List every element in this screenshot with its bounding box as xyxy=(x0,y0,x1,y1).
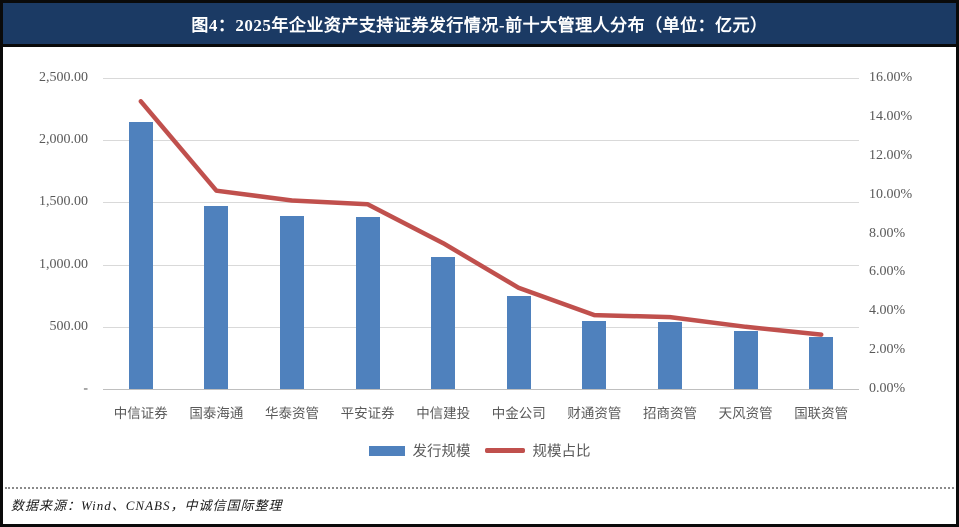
gridline xyxy=(103,326,859,328)
plot-area xyxy=(103,78,859,390)
bar-平安证券 xyxy=(355,217,380,389)
left-axis-tick: 2,500.00 xyxy=(39,70,88,85)
x-category-label: 天风资管 xyxy=(718,406,773,421)
bar-国联资管 xyxy=(809,336,834,389)
right-axis-tick: 10.00% xyxy=(869,186,913,202)
ratio-line xyxy=(138,99,824,337)
gridline xyxy=(103,78,859,79)
left-axis-tick: 1,500.00 xyxy=(39,194,88,210)
bar-天风资管 xyxy=(733,331,758,389)
bar-中信证券 xyxy=(128,121,153,389)
legend-item-line: 规模占比 xyxy=(484,440,591,461)
left-axis-tick: - xyxy=(83,381,88,396)
legend-label: 规模占比 xyxy=(532,444,591,460)
x-category-label: 招商资管 xyxy=(643,406,697,421)
source-note: 数据来源：Wind、CNABS，中诚信国际整理 xyxy=(11,498,283,513)
x-category-label: 国联资管 xyxy=(794,406,849,421)
gridline xyxy=(103,202,859,204)
gridline xyxy=(103,140,859,142)
bar-中信建投 xyxy=(431,257,456,389)
bar-招商资管 xyxy=(658,321,682,389)
legend-label: 发行规模 xyxy=(412,444,471,460)
x-category-label: 财通资管 xyxy=(567,406,622,421)
x-category-label: 华泰资管 xyxy=(265,406,319,421)
legend-item-bar: 发行规模 xyxy=(368,440,471,461)
x-category-label: 国泰海通 xyxy=(189,406,244,421)
chart-title: 图4：2025年企业资产支持证券发行情况-前十大管理人分布（单位：亿元） xyxy=(191,16,768,35)
left-axis-tick: 2,000.00 xyxy=(39,132,88,148)
legend: 发行规模 规模占比 xyxy=(3,440,956,461)
separator-dotted-line xyxy=(5,487,954,489)
gridline xyxy=(103,389,859,390)
x-category-label: 中信建投 xyxy=(416,406,471,421)
right-axis-tick: 0.00% xyxy=(869,381,906,396)
right-axis-tick: 6.00% xyxy=(869,264,906,280)
right-axis-tick: 8.00% xyxy=(869,225,906,241)
right-axis-tick: 16.00% xyxy=(869,70,913,85)
x-category-label: 中信证券 xyxy=(113,406,168,421)
right-axis-tick: 12.00% xyxy=(869,147,913,163)
chart-title-bar: 图4：2025年企业资产支持证券发行情况-前十大管理人分布（单位：亿元） xyxy=(3,3,956,47)
left-axis-tick: 500.00 xyxy=(49,318,89,334)
bar-财通资管 xyxy=(582,321,607,389)
bar-中金公司 xyxy=(506,295,531,389)
left-axis-tick: 1,000.00 xyxy=(39,256,88,272)
right-axis-tick: 2.00% xyxy=(869,342,906,358)
line-series-swatch xyxy=(484,448,525,453)
x-category-label: 平安证券 xyxy=(340,406,395,421)
right-axis-tick: 4.00% xyxy=(869,303,906,319)
bar-华泰资管 xyxy=(280,216,304,389)
right-axis-tick: 14.00% xyxy=(869,108,913,124)
x-category-label: 中金公司 xyxy=(491,406,546,421)
bar-series-swatch xyxy=(368,445,405,456)
bar-国泰海通 xyxy=(204,206,229,389)
